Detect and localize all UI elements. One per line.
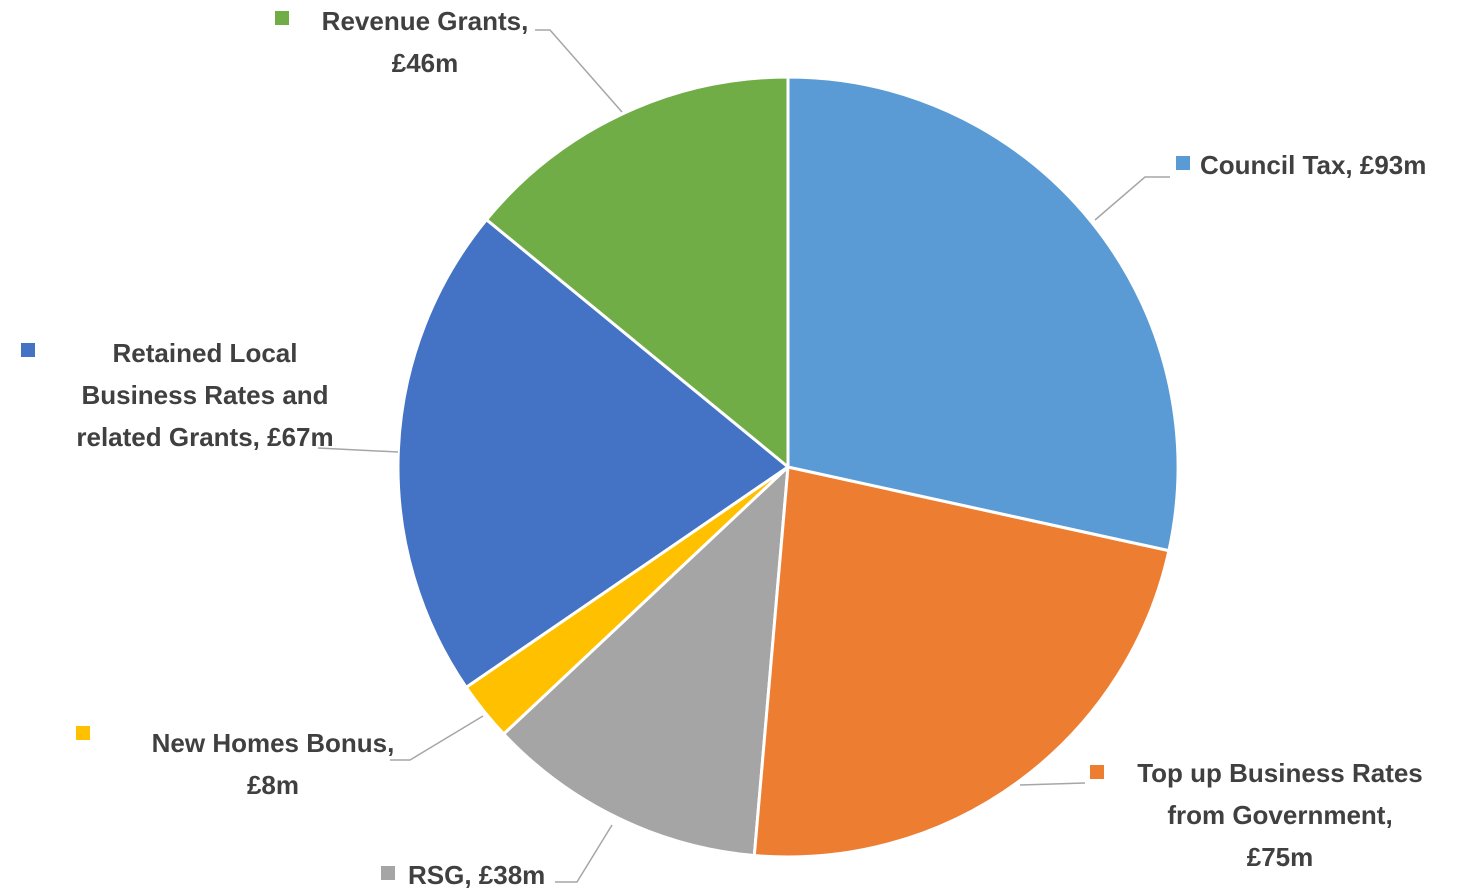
pie-slice (396, 217, 791, 690)
pie-slice (501, 463, 790, 858)
leader-line (1094, 176, 1170, 221)
legend-marker (275, 11, 289, 25)
legend-marker (76, 726, 90, 740)
pie-slice (752, 465, 1171, 859)
pie-slice (484, 75, 790, 471)
data-label: Revenue Grants, £46m (321, 6, 529, 78)
data-label: Top up Business Rates from Government, £… (1137, 758, 1423, 872)
leader-line (555, 824, 613, 883)
legend-marker (1176, 156, 1190, 170)
data-label: Retained Local Business Rates and relate… (76, 338, 334, 452)
leader-line (535, 29, 623, 113)
legend-marker (21, 343, 35, 357)
leader-line (317, 447, 399, 453)
data-label: RSG, £38m (408, 860, 546, 890)
legend-marker (1090, 765, 1104, 779)
data-label: Council Tax, £93m (1200, 150, 1427, 180)
leader-line (1019, 782, 1086, 786)
pie-slice (786, 75, 1180, 553)
leader-line (390, 715, 484, 761)
data-label: New Homes Bonus, £8m (151, 728, 395, 800)
legend-marker (381, 866, 395, 880)
